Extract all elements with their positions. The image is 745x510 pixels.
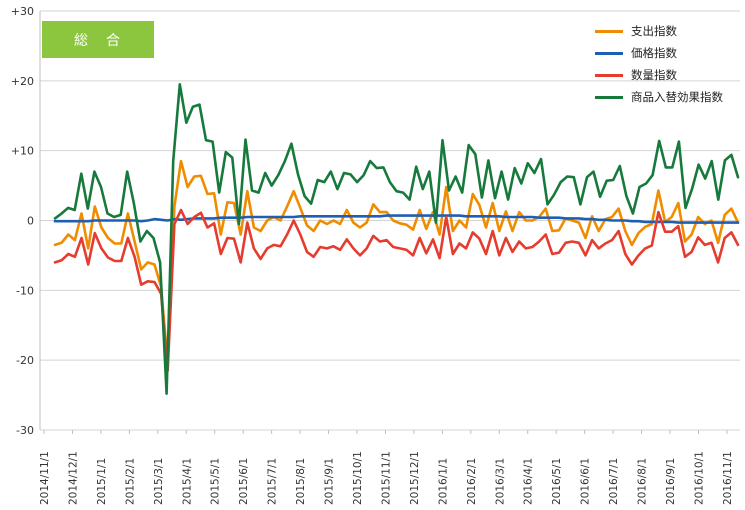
- x-tick-label: 2014/11/1: [39, 451, 51, 505]
- x-tick-label: 2016/6/1: [580, 458, 592, 505]
- x-tick-label: 2015/4/1: [181, 458, 193, 505]
- y-axis-labels: +30 +20 +10 0 -10 -20 -30: [11, 5, 34, 437]
- legend-item: 数量指数: [595, 64, 723, 86]
- series-line: [53, 83, 740, 396]
- legend-swatch: [595, 73, 623, 77]
- legend-swatch: [595, 95, 623, 99]
- legend-swatch: [595, 29, 623, 33]
- legend-item: 価格指数: [595, 42, 723, 64]
- x-tick-label: 2015/5/1: [210, 458, 222, 505]
- legend-label: 支出指数: [631, 24, 677, 38]
- y-tick-label: -20: [16, 354, 34, 367]
- x-tick-label: 2015/3/1: [153, 458, 165, 505]
- x-tick-label: 2016/8/1: [637, 458, 649, 505]
- plot-area: [53, 83, 740, 396]
- category-badge: 総 合: [42, 21, 154, 58]
- legend-label: 数量指数: [631, 68, 677, 82]
- y-tick-label: 0: [27, 215, 34, 228]
- x-tick-label: 2016/1/1: [437, 458, 449, 505]
- x-tick-label: 2015/12/1: [409, 451, 421, 505]
- x-tick-label: 2015/8/1: [295, 458, 307, 505]
- x-axis: 2014/11/1 2014/12/1 2015/1/1 2015/2/1 2015/3…: [39, 11, 734, 505]
- x-tick-label: 2015/7/1: [267, 458, 279, 505]
- x-tick-label: 2015/2/1: [124, 458, 136, 505]
- x-tick-label: 2015/11/1: [380, 451, 392, 505]
- x-tick-label: 2016/2/1: [466, 458, 478, 505]
- x-tick-label: 2015/6/1: [238, 458, 250, 505]
- x-tick-label: 2016/4/1: [523, 458, 535, 505]
- y-tick-label: +30: [11, 5, 34, 18]
- legend-label: 商品入替効果指数: [631, 90, 723, 104]
- x-tick-label: 2016/11/1: [722, 451, 734, 505]
- legend-label: 価格指数: [631, 46, 677, 60]
- x-tick-label: 2015/9/1: [324, 458, 336, 505]
- y-tick-label: -30: [16, 424, 34, 437]
- x-tick-label: 2014/12/1: [67, 451, 79, 505]
- x-tick-label: 2015/10/1: [352, 451, 364, 505]
- legend-swatch: [595, 51, 623, 55]
- series-line: [53, 214, 740, 224]
- legend-item: 商品入替効果指数: [595, 86, 723, 108]
- x-tick-label: 2015/1/1: [96, 458, 108, 505]
- y-tick-label: -10: [16, 284, 34, 297]
- x-tick-label: 2016/10/1: [693, 451, 705, 505]
- y-tick-label: +20: [11, 75, 34, 88]
- x-tick-label: 2016/7/1: [608, 458, 620, 505]
- x-tick-label: 2016/3/1: [494, 458, 506, 505]
- legend-item: 支出指数: [595, 20, 723, 42]
- x-tick-label: 2016/9/1: [665, 458, 677, 505]
- x-tick-label: 2016/5/1: [551, 458, 563, 505]
- legend: 支出指数価格指数数量指数商品入替効果指数: [595, 20, 723, 108]
- y-tick-label: +10: [11, 145, 34, 158]
